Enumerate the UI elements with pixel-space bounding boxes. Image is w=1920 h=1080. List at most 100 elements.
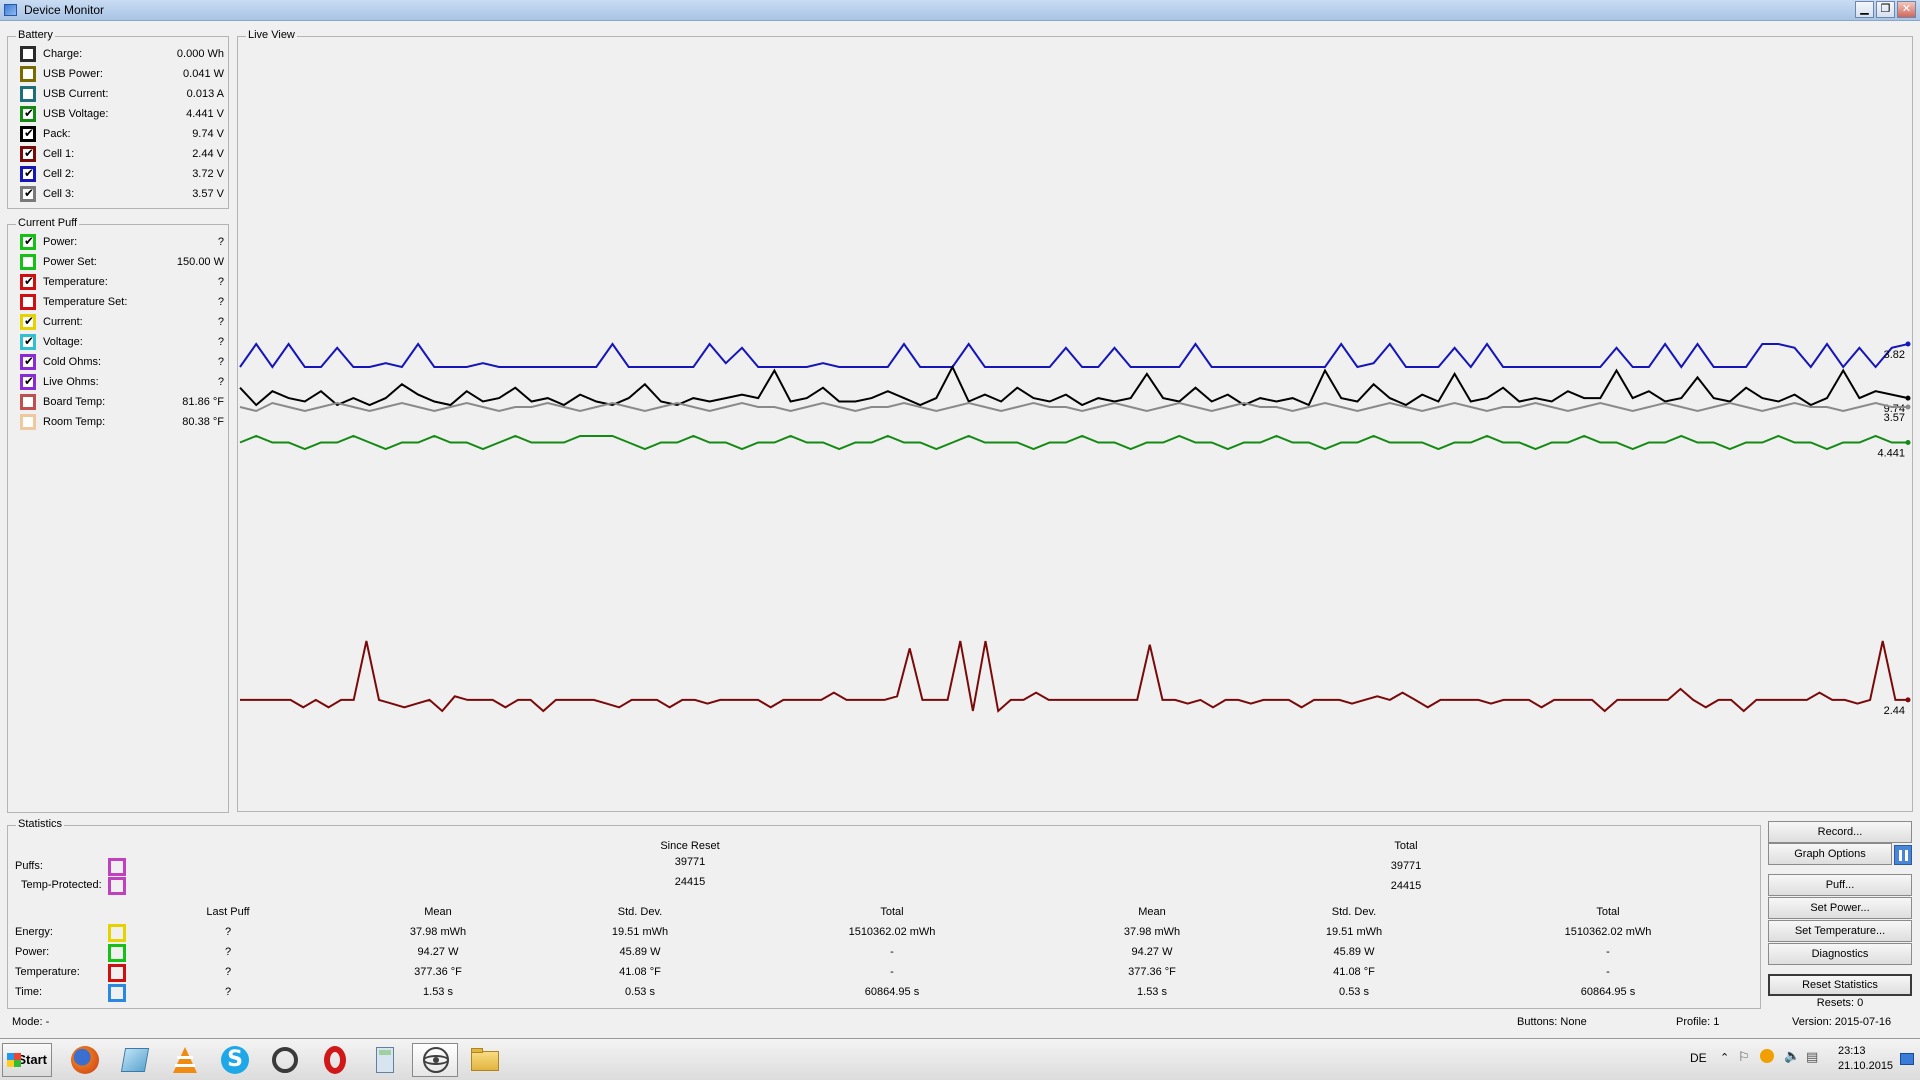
set-temperature-button[interactable]: Set Temperature... (1768, 920, 1912, 942)
battery-checkbox[interactable]: ✔ (20, 166, 36, 182)
puff-checkbox[interactable] (20, 254, 36, 270)
circle-app-icon[interactable] (262, 1043, 308, 1077)
battery-checkbox[interactable]: ✔ (20, 146, 36, 162)
file-explorer-icon[interactable] (462, 1043, 508, 1077)
clock-date[interactable]: 21.10.2015 (1838, 1060, 1894, 1072)
opera-icon[interactable] (312, 1043, 358, 1077)
reset-statistics-button[interactable]: Reset Statistics (1768, 974, 1912, 996)
stats-row-checkbox[interactable] (108, 944, 126, 962)
puff-row: ✔ Current:? (16, 313, 230, 331)
battery-group: Battery Charge: 0.000 Wh USB Power: 0.041 W… (7, 29, 230, 209)
record-button[interactable]: Record... (1768, 821, 1912, 843)
puff-row: ✔ Temperature:? (16, 273, 230, 291)
stats-cell: 1.53 s (1137, 986, 1167, 998)
tray-orange-icon[interactable] (1760, 1049, 1774, 1063)
stats-column-header: Mean (1138, 906, 1166, 918)
skype-icon[interactable]: S (212, 1043, 258, 1077)
battery-checkbox[interactable] (20, 46, 36, 62)
maximize-button[interactable]: ❐ (1876, 1, 1895, 18)
vlc-icon[interactable] (162, 1043, 208, 1077)
puff-value: ? (217, 276, 224, 288)
stats-row-checkbox[interactable] (108, 924, 126, 942)
battery-value: 9.74 V (192, 128, 224, 140)
show-hidden-icons-icon[interactable]: ⌃ (1720, 1052, 1730, 1064)
battery-checkbox[interactable]: ✔ (20, 126, 36, 142)
puff-checkbox[interactable]: ✔ (20, 234, 36, 250)
puff-value: ? (217, 316, 224, 328)
puff-label: Power Set: (43, 256, 97, 268)
stats-cell: - (890, 946, 894, 958)
close-button[interactable]: ✕ (1897, 1, 1916, 18)
puffs-since-reset: 39771 (674, 856, 706, 868)
title-bar: Device Monitor ▁ ❐ ✕ (0, 0, 1920, 21)
stats-cell: - (890, 966, 894, 978)
puff-checkbox[interactable]: ✔ (20, 314, 36, 330)
app-icon (4, 4, 17, 16)
minimize-button[interactable]: ▁ (1855, 1, 1874, 18)
stats-cell: 377.36 °F (414, 966, 462, 978)
puffs-checkbox[interactable] (108, 858, 126, 876)
battery-value: 0.000 Wh (176, 48, 224, 60)
calculator-icon[interactable] (362, 1043, 408, 1077)
volume-icon[interactable]: 🔈 (1784, 1048, 1801, 1063)
puff-label: Power: (43, 236, 78, 248)
puff-row: ✔ Cold Ohms:? (16, 353, 230, 371)
show-desktop-icon[interactable] (1900, 1053, 1914, 1065)
set-power-button[interactable]: Set Power... (1768, 897, 1912, 919)
series-line-pack (239, 364, 1909, 407)
stats-row-checkbox[interactable] (108, 984, 126, 1002)
stats-column-header: Std. Dev. (1331, 906, 1377, 918)
battery-checkbox[interactable]: ✔ (20, 106, 36, 122)
firefox-icon[interactable] (62, 1043, 108, 1077)
battery-value: 0.041 W (183, 68, 224, 80)
pause-icon[interactable] (1894, 845, 1912, 865)
battery-checkbox[interactable] (20, 66, 36, 82)
stats-cell: 60864.95 s (864, 986, 920, 998)
puff-checkbox[interactable]: ✔ (20, 274, 36, 290)
battery-checkbox[interactable]: ✔ (20, 186, 36, 202)
puff-label: Live Ohms: (43, 376, 99, 388)
diagnostics-button[interactable]: Diagnostics (1768, 943, 1912, 965)
stats-cell: 1.53 s (423, 986, 453, 998)
graph-options-button[interactable]: Graph Options (1768, 843, 1892, 865)
battery-row: ✔ Cell 3: 3.57 V (16, 185, 230, 203)
network-icon[interactable]: ▤ (1806, 1049, 1819, 1064)
checkmark-icon: ✔ (24, 274, 35, 288)
battery-row: ✔ Cell 1: 2.44 V (16, 145, 230, 163)
puff-checkbox[interactable]: ✔ (20, 374, 36, 390)
battery-row: ✔ USB Voltage: 4.441 V (16, 105, 230, 123)
start-button[interactable]: Start (2, 1043, 52, 1077)
series-end-point (1905, 395, 1911, 401)
puff-button[interactable]: Puff... (1768, 874, 1912, 896)
total-header: Total (1394, 840, 1418, 852)
puff-value: ? (217, 236, 224, 248)
stats-cell: 41.08 °F (619, 966, 661, 978)
stats-column-header: Total (1596, 906, 1620, 918)
stats-cell: 94.27 W (1131, 946, 1173, 958)
puff-checkbox[interactable] (20, 294, 36, 310)
puff-value: 150.00 W (176, 256, 224, 268)
temp-protected-checkbox[interactable] (108, 877, 126, 895)
battery-label: USB Current: (43, 88, 109, 100)
puff-row: Room Temp: 80.38 °F (16, 413, 230, 431)
language-indicator[interactable]: DE (1690, 1051, 1707, 1065)
puff-checkbox[interactable]: ✔ (20, 334, 36, 350)
action-center-flag-icon[interactable]: ⚐ (1738, 1049, 1750, 1064)
puff-checkbox[interactable]: ✔ (20, 354, 36, 370)
clock-time[interactable]: 23:13 (1838, 1045, 1866, 1057)
live-view-title: Live View (246, 29, 297, 41)
checkmark-icon: ✔ (24, 234, 35, 248)
taskbar: Start S DE ⌃ ⚐ 🔈 ▤ 23:13 21.10.2015 (0, 1038, 1920, 1080)
stats-cell: 1510362.02 mWh (1564, 926, 1652, 938)
notepad-icon[interactable] (112, 1043, 158, 1077)
puff-checkbox[interactable] (20, 414, 36, 430)
battery-checkbox[interactable] (20, 86, 36, 102)
puff-checkbox[interactable] (20, 394, 36, 410)
checkmark-icon: ✔ (24, 186, 35, 200)
device-monitor-icon[interactable] (412, 1043, 458, 1077)
puff-value: ? (217, 376, 224, 388)
series-end-point (1905, 341, 1911, 347)
stats-row-checkbox[interactable] (108, 964, 126, 982)
stats-cell: ? (224, 986, 232, 998)
series-line-usb-voltage (239, 434, 1908, 451)
